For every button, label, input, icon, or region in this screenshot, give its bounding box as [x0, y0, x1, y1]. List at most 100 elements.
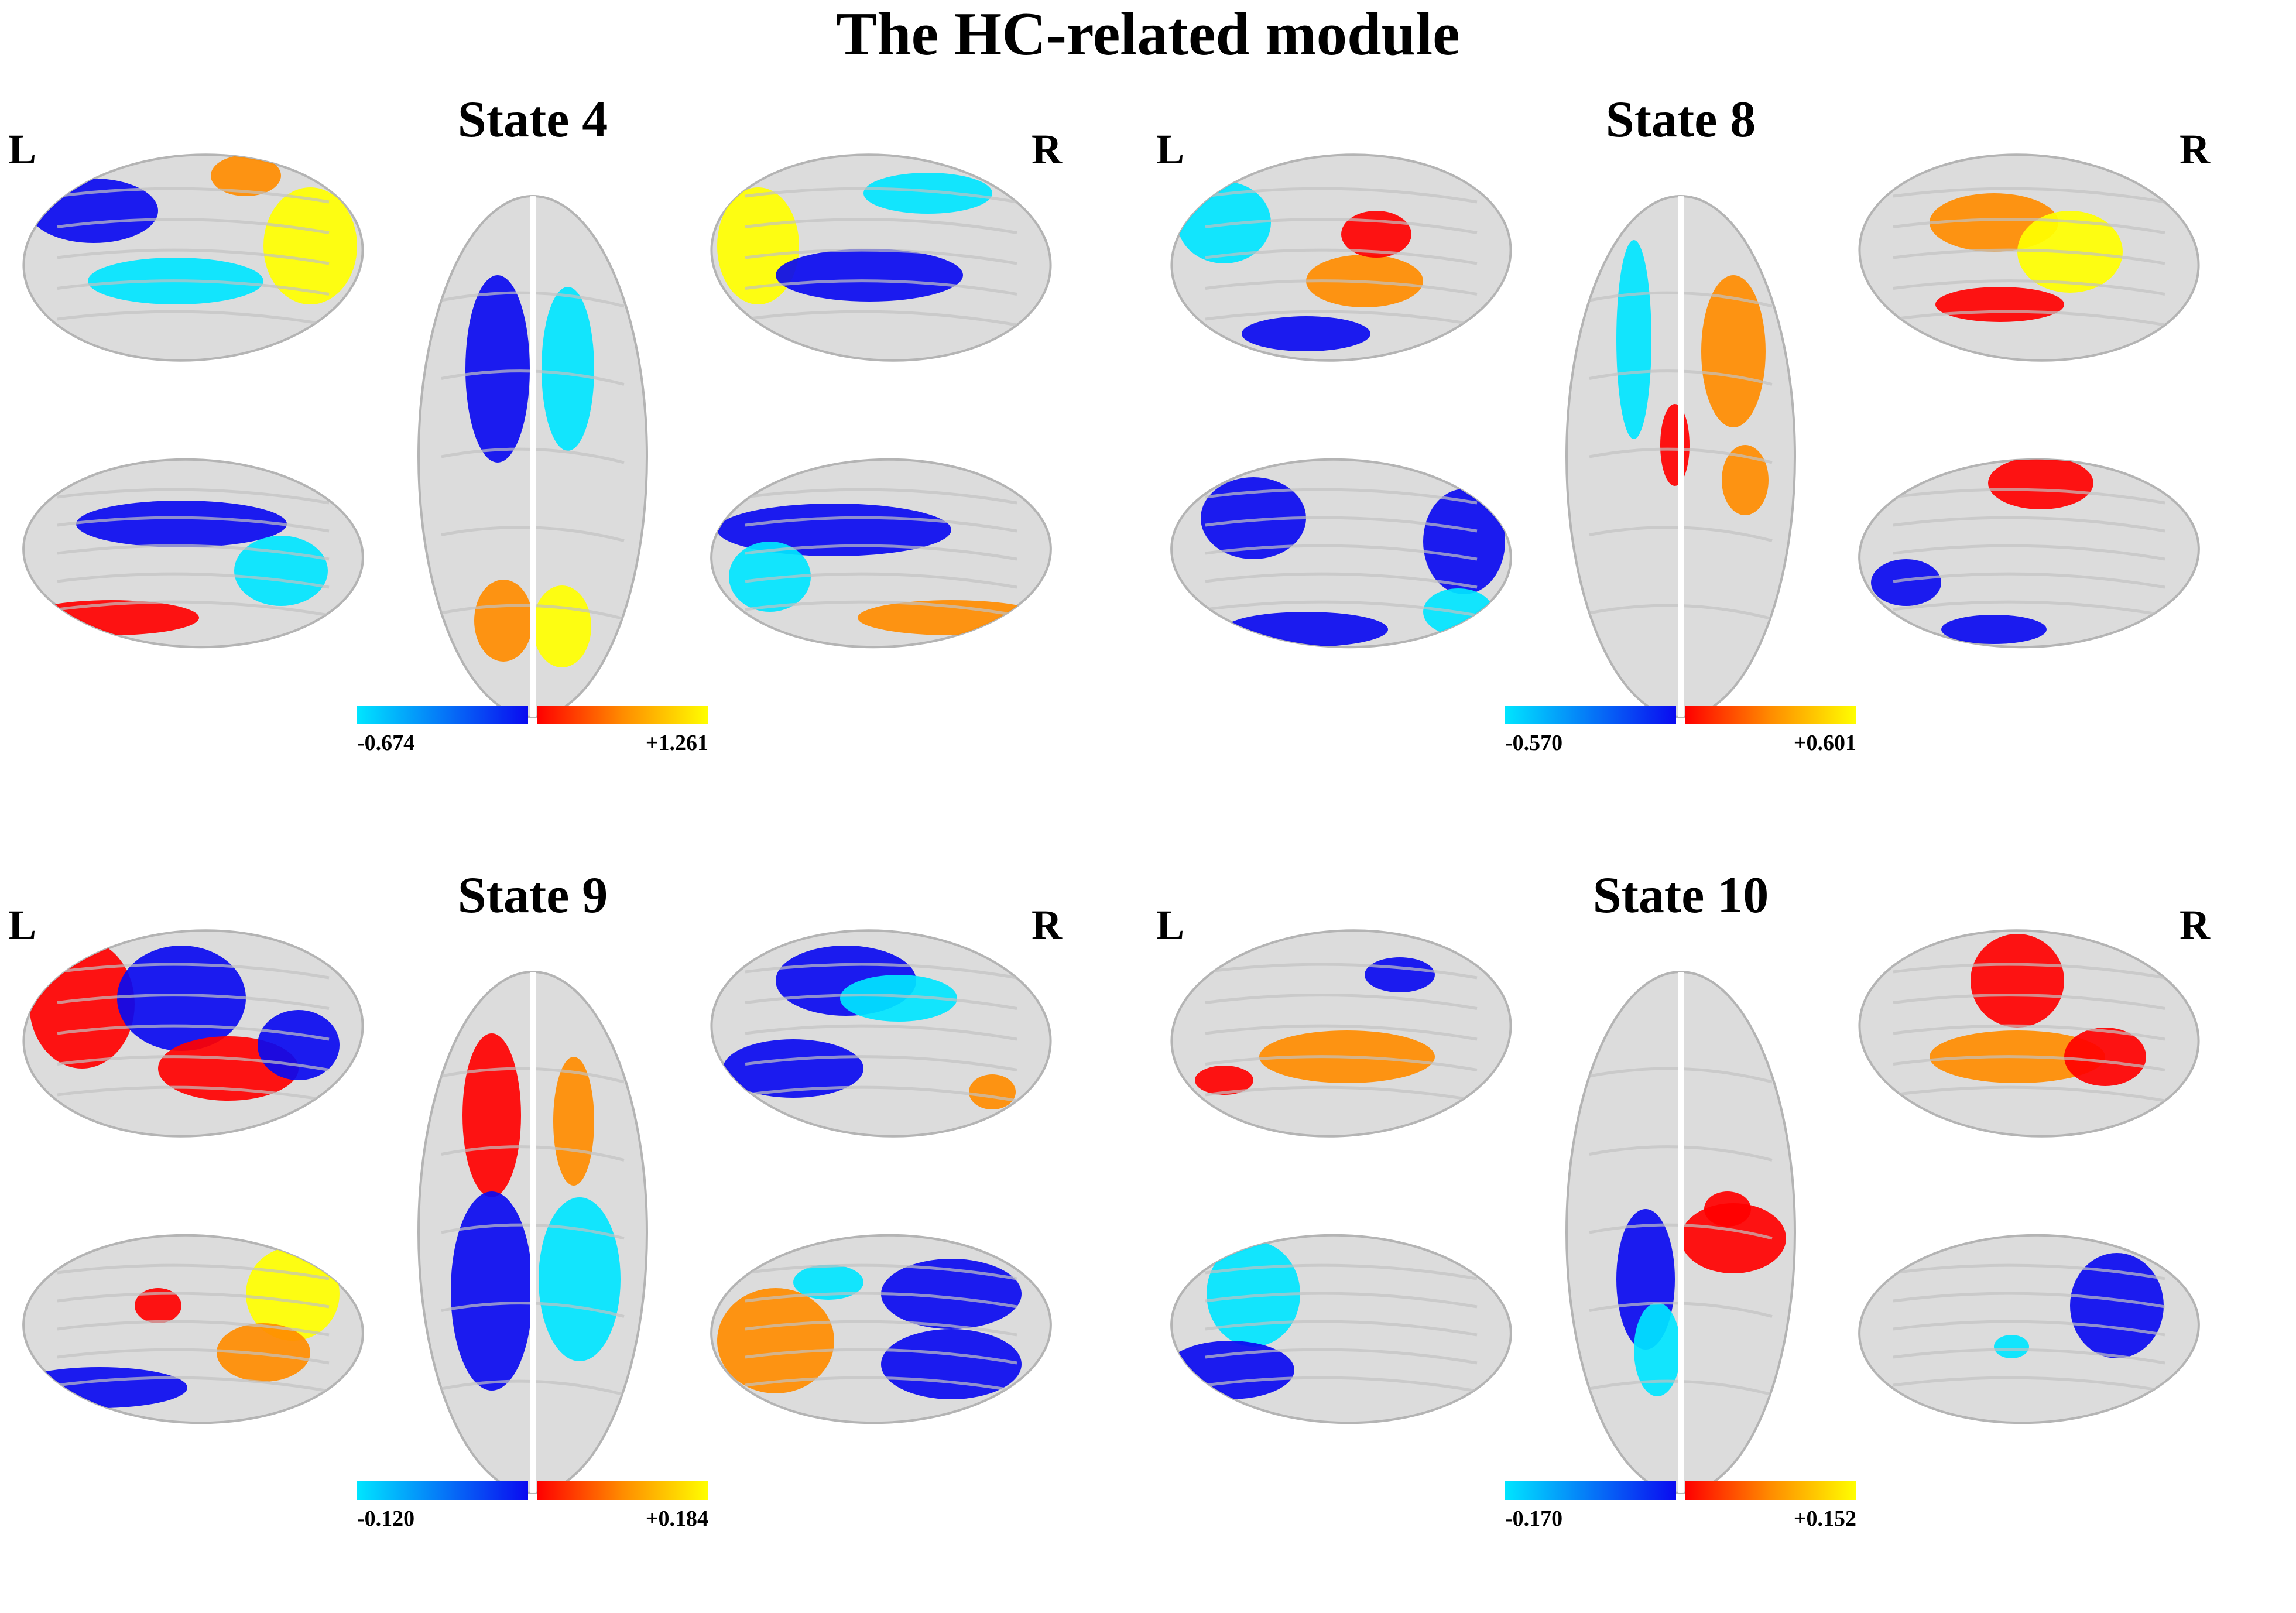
sulcus-line	[1893, 1348, 2165, 1365]
sulcus-line	[745, 963, 1017, 980]
sulcus-line	[1205, 488, 1478, 505]
negative-region	[776, 249, 963, 302]
sulcus-line	[745, 994, 1017, 1010]
sulcus-line	[57, 600, 330, 617]
sulcus-line	[1893, 279, 2165, 296]
sulcus-line	[1893, 187, 2165, 204]
positive-region	[717, 1288, 834, 1393]
brain-views	[1170, 153, 2200, 718]
negative-region	[793, 1265, 863, 1300]
sulcus-line	[1893, 310, 2165, 327]
sulcus-line	[1893, 1024, 2165, 1041]
negative-region	[20, 1367, 187, 1408]
sulcus-line	[1205, 187, 1478, 204]
positive-region	[217, 1323, 310, 1382]
left-medial-view	[1170, 458, 1512, 649]
sulcus-line	[1893, 994, 2165, 1010]
positive-region	[135, 1288, 181, 1323]
negative-region	[723, 1039, 863, 1098]
sulcus-line	[57, 572, 330, 589]
sulcus-line	[745, 488, 1017, 505]
sulcus-line	[1893, 572, 2165, 589]
sulcus-line	[1205, 1024, 1478, 1041]
negative-region	[451, 1191, 533, 1391]
colorbar-positive	[537, 706, 708, 724]
sulcus-line	[745, 516, 1017, 533]
left-hemisphere-label: L	[1156, 126, 1185, 173]
positive-region	[969, 1074, 1016, 1109]
positive-region	[1971, 934, 2064, 1028]
brain-views	[22, 153, 1052, 718]
right-hemisphere-label: R	[2180, 126, 2210, 173]
sulcus-line	[745, 187, 1017, 204]
sulcus-line	[1893, 1055, 2165, 1071]
dorsal-view	[1565, 971, 1796, 1494]
right-medial-view	[710, 458, 1052, 649]
negative-region	[1634, 1303, 1681, 1396]
sulcus-line	[1893, 248, 2165, 265]
sulcus-line	[745, 218, 1017, 234]
colorbar-positive	[1685, 1481, 1856, 1500]
positive-region	[1988, 457, 2093, 509]
colorbar-negative	[1505, 1481, 1676, 1500]
positive-region	[474, 580, 533, 662]
sulcus-line	[57, 994, 330, 1010]
sulcus-line	[1205, 963, 1478, 980]
state-panel: State 10 L R -0.170 +0.152	[1148, 852, 2296, 1613]
negative-region	[234, 536, 328, 606]
left-hemisphere-label: L	[8, 126, 37, 173]
sulcus-line	[745, 600, 1017, 617]
positive-region	[1935, 287, 2064, 322]
state-panel: State 8 L R -0.570 +0.601	[1148, 76, 2296, 837]
positive-region	[1701, 275, 1766, 427]
left-lateral-view	[22, 929, 364, 1138]
sulcus-line	[1893, 1263, 2165, 1280]
positive-region	[2064, 1028, 2146, 1086]
negative-region	[881, 1259, 1022, 1329]
colorbar-positive	[537, 1481, 708, 1500]
right-hemisphere-label: R	[2180, 902, 2210, 948]
sulcus-line	[745, 544, 1017, 561]
figure-title: The HC-related module	[836, 0, 1460, 68]
sulcus-line	[1893, 544, 2165, 561]
sulcus-line	[1205, 248, 1478, 265]
colorbar-min-label: -0.120	[357, 1506, 415, 1531]
sulcus-line	[1893, 488, 2165, 505]
state-title: State 10	[1592, 867, 1769, 924]
sulcus-line	[1205, 544, 1478, 561]
colorbar-min-label: -0.570	[1505, 731, 1563, 755]
sulcus-line	[57, 1024, 330, 1041]
sulcus-line	[1205, 994, 1478, 1010]
positive-region	[1447, 1405, 1470, 1429]
colorbar-max-label: +1.261	[645, 731, 708, 755]
sulcus-line	[57, 516, 330, 533]
colorbar-min-label: -0.170	[1505, 1506, 1563, 1531]
sulcus-line	[745, 1320, 1017, 1337]
negative-region	[1201, 477, 1306, 559]
colorbar-min-label: -0.674	[357, 731, 415, 755]
sulcus-line	[1205, 1320, 1478, 1337]
sulcus-line	[57, 279, 330, 296]
left-hemisphere-label: L	[1156, 902, 1185, 948]
sulcus-line	[57, 1348, 330, 1365]
sulcus-line	[745, 1263, 1017, 1280]
sulcus-line	[1205, 1263, 1478, 1280]
sulcus-line	[1893, 1376, 2165, 1393]
sulcus-line	[57, 1085, 330, 1102]
sulcus-line	[1205, 516, 1478, 533]
dorsal-view	[417, 971, 648, 1494]
negative-region	[76, 501, 287, 547]
colorbar-negative	[357, 1481, 528, 1500]
positive-region	[462, 1033, 521, 1197]
state-panel: State 9 L R -0.120 +0.184	[0, 852, 1148, 1613]
left-lateral-view	[1170, 929, 1512, 1138]
sulcus-line	[745, 1055, 1017, 1071]
sulcus-line	[745, 310, 1017, 327]
state-title: State 9	[457, 867, 608, 924]
brain-views	[20, 929, 1052, 1494]
positive-region	[211, 155, 281, 196]
sulcus-line	[1205, 600, 1478, 617]
negative-region	[117, 946, 246, 1051]
negative-region	[1994, 1335, 2029, 1358]
sulcus-line	[745, 1024, 1017, 1041]
